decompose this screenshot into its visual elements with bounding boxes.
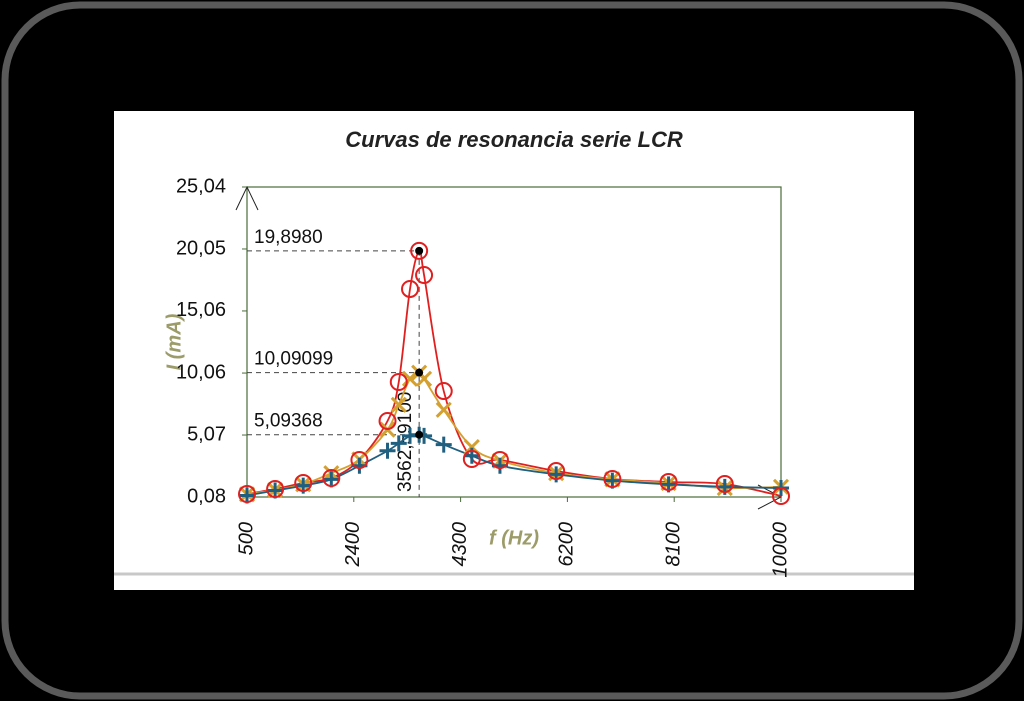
- x-tick-label: 8100: [662, 522, 684, 567]
- marker-circle: [378, 411, 397, 430]
- marker-plus: [604, 472, 621, 489]
- x-tick-label: 2400: [342, 522, 364, 568]
- marker-plus: [267, 482, 284, 499]
- peak-dot: [415, 368, 424, 377]
- marker-plus: [390, 435, 407, 452]
- chart-area: [114, 111, 914, 590]
- peak-label: 19,8980: [254, 227, 323, 248]
- x-tick-label: 6200: [556, 522, 578, 567]
- marker-circle: [322, 468, 341, 487]
- marker-circle: [266, 480, 285, 499]
- x-tick-label: 10000: [769, 522, 791, 578]
- marker-plus: [323, 471, 340, 488]
- marker-circle: [401, 279, 420, 298]
- x-tick-label: 500: [235, 522, 257, 555]
- marker-x: [401, 370, 419, 387]
- f0-label: 3562,59100: [395, 392, 416, 492]
- marker-circle: [389, 372, 408, 391]
- marker-circle: [715, 474, 734, 493]
- marker-circle: [238, 485, 256, 504]
- y-axis-label: I (mA): [163, 313, 185, 370]
- y-tick-label: 25,04: [176, 175, 226, 197]
- peak-label: 10,09099: [254, 349, 333, 370]
- marker-circle: [434, 382, 453, 401]
- marker-plus: [435, 436, 452, 453]
- y-tick-label: 15,06: [176, 299, 226, 321]
- marker-circle: [462, 449, 481, 468]
- marker-circle: [772, 487, 790, 506]
- x-axis-label: f (Hz): [489, 527, 539, 549]
- y-tick-label: 10,06: [176, 361, 226, 383]
- x-tick-label: 4300: [449, 522, 471, 567]
- marker-x: [390, 396, 407, 413]
- marker-circle: [294, 473, 313, 492]
- marker-circle: [603, 469, 622, 488]
- marker-circle: [350, 450, 369, 469]
- peak-dot: [415, 430, 424, 439]
- marker-x: [435, 401, 452, 418]
- y-tick-label: 5,07: [187, 423, 226, 445]
- peak-label: 5,09368: [254, 411, 323, 432]
- marker-circle: [547, 462, 566, 481]
- marker-circle: [415, 266, 434, 285]
- plot-frame: [246, 186, 782, 498]
- marker-circle: [490, 450, 509, 469]
- marker-plus: [239, 487, 255, 504]
- marker-circle: [410, 241, 429, 260]
- marker-circle: [659, 472, 678, 491]
- peak-dot: [415, 246, 424, 255]
- y-tick-label: 20,05: [176, 237, 226, 259]
- chart-title: Curvas de resonancia serie LCR: [345, 127, 683, 152]
- marker-plus: [379, 442, 396, 459]
- y-tick-label: 0,08: [187, 485, 226, 507]
